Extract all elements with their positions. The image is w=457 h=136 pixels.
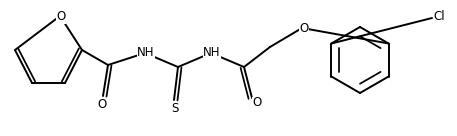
Text: O: O [299, 22, 308, 35]
Text: NH: NH [137, 46, 155, 58]
Text: Cl: Cl [433, 10, 445, 22]
Text: O: O [97, 98, 106, 110]
Text: O: O [252, 97, 261, 109]
Text: NH: NH [203, 46, 221, 58]
Text: O: O [56, 10, 66, 24]
Text: S: S [171, 103, 179, 115]
